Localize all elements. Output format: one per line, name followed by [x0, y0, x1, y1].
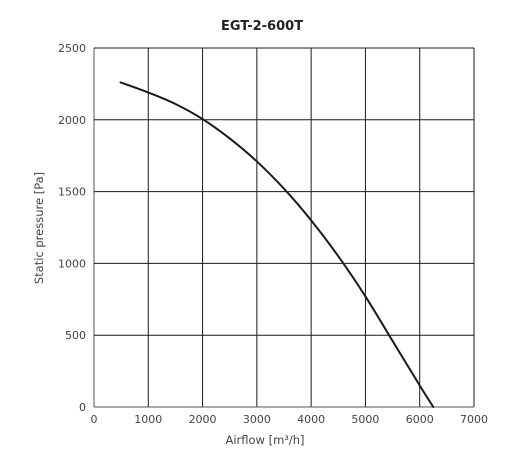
x-tick-label: 1000: [134, 413, 162, 426]
x-tick-label: 5000: [351, 413, 379, 426]
series-layer: [119, 81, 435, 408]
x-tick-label: 0: [91, 413, 98, 426]
chart-title: EGT-2-600T: [221, 19, 303, 34]
x-tick-label: 6000: [406, 413, 434, 426]
x-tick-label: 2000: [189, 413, 217, 426]
y-tick-label: 0: [79, 401, 86, 414]
x-tick-label: 3000: [243, 413, 271, 426]
y-tick-label: 1500: [58, 186, 86, 199]
y-tick-label: 1000: [58, 257, 86, 270]
y-tick-label: 500: [65, 329, 86, 342]
x-tick-label: 7000: [460, 413, 488, 426]
grid-layer: [93, 47, 475, 408]
x-tick-label: 4000: [297, 413, 325, 426]
y-axis-title: Static pressure [Pa]: [32, 172, 46, 284]
series-line: [119, 81, 435, 408]
x-axis-title: Airflow [m³/h]: [225, 433, 304, 447]
tick-layer: 0 1000 2000 3000 4000 5000 6000 7000 0 500 1000 150…: [58, 42, 488, 426]
y-tick-label: 2000: [58, 114, 86, 127]
y-tick-label: 2500: [58, 42, 86, 55]
